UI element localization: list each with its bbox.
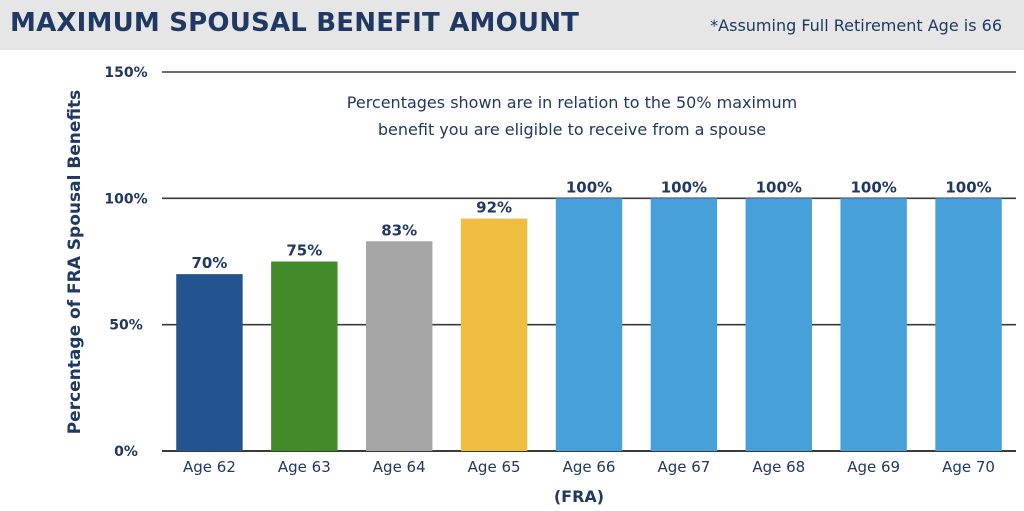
- data-label: 100%: [756, 178, 802, 196]
- y-tick-label: 0%: [114, 444, 138, 460]
- fra-label: (FRA): [554, 487, 604, 506]
- data-label: 100%: [661, 178, 707, 196]
- y-axis-label: Percentage of FRA Spousal Benefits: [65, 90, 85, 435]
- bar-age-65: [460, 218, 528, 451]
- bar-age-69: [840, 198, 907, 451]
- data-label: 100%: [945, 178, 991, 196]
- bar-age-68: [745, 198, 812, 451]
- x-tick-label: Age 66: [563, 458, 616, 476]
- bar-age-62: [176, 274, 243, 451]
- bar-age-67: [650, 198, 718, 451]
- title-banner: MAXIMUM SPOUSAL BENEFIT AMOUNT *Assuming…: [0, 0, 1024, 50]
- y-tick-label: 150%: [104, 65, 147, 81]
- data-label: 100%: [566, 178, 612, 196]
- bar-age-63: [271, 261, 338, 451]
- data-label: 92%: [476, 199, 512, 217]
- axis-ticks: 0% 50% 100% 150% Age 62 Age 63 Age 64 Age 65 Age…: [104, 65, 995, 476]
- data-label: 70%: [191, 254, 227, 272]
- x-tick-label: Age 67: [657, 458, 710, 476]
- annotation-line-2: benefit you are eligible to receive from…: [378, 120, 766, 139]
- bar-age-70: [935, 198, 1002, 451]
- x-tick-label: Age 63: [278, 458, 331, 476]
- x-tick-label: Age 68: [752, 458, 805, 476]
- bars: [176, 198, 1002, 451]
- x-tick-label: Age 70: [942, 458, 995, 476]
- data-label: 83%: [381, 221, 417, 239]
- data-labels: 70% 75% 83% 92% 100% 100% 100% 100% 100%: [191, 178, 991, 272]
- y-tick-label: 100%: [104, 191, 147, 207]
- data-label: 100%: [850, 178, 896, 196]
- x-tick-label: Age 62: [183, 458, 236, 476]
- data-label: 75%: [286, 242, 322, 260]
- chart-title: MAXIMUM SPOUSAL BENEFIT AMOUNT: [10, 8, 580, 38]
- x-tick-label: Age 65: [468, 458, 521, 476]
- annotation-line-1: Percentages shown are in relation to the…: [347, 93, 797, 112]
- x-tick-label: Age 69: [847, 458, 900, 476]
- x-tick-label: Age 64: [373, 458, 426, 476]
- bar-age-64: [366, 241, 433, 451]
- fra-assumption-note: *Assuming Full Retirement Age is 66: [710, 16, 1002, 35]
- bar-age-66: [555, 198, 623, 451]
- y-tick-label: 50%: [109, 318, 143, 334]
